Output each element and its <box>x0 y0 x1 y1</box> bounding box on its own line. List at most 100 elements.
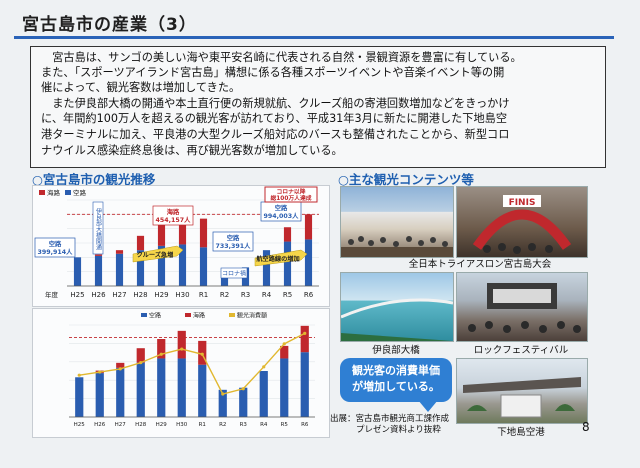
spending-point <box>241 387 245 391</box>
kuko2-annotation-text: 空路 <box>227 233 240 242</box>
x-tick-label: H25 <box>70 291 84 299</box>
corona-annotation-text: コロナ以降 <box>277 188 306 196</box>
cruise-banner-text: クルーズ急増 <box>137 251 174 259</box>
festival-stage-illustration <box>468 283 581 333</box>
kuko3-annotation-text: 994,003人 <box>264 212 300 220</box>
x-tick-label: R3 <box>241 291 250 299</box>
sea-bar <box>280 345 289 359</box>
spending-point <box>98 370 102 374</box>
x-tick-label: R1 <box>199 422 206 428</box>
paragraph-line: に、年間約100万人を超えるの観光客が訪れており、平成31年3月に新たに開港した… <box>41 112 508 125</box>
kuko-annotation-text: 399,914人 <box>38 248 74 256</box>
cruise-banner-arrow <box>132 245 184 263</box>
x-tick-label: R2 <box>219 422 226 428</box>
air-bar <box>198 364 207 417</box>
airline-banner-arrow <box>254 249 308 267</box>
airport-illustration <box>463 377 581 418</box>
callout-line: が増加している。 <box>352 380 440 393</box>
air-bar <box>73 257 82 286</box>
air-bar <box>178 244 187 286</box>
trend-section-heading: ○宮古島市の観光推移 <box>32 172 156 187</box>
sea-bar <box>157 339 166 359</box>
triathlon-caption: 全日本トライアスロン宮古島大会 <box>408 259 552 270</box>
spending-point <box>200 352 204 356</box>
sea-bar <box>116 362 125 368</box>
corona-annotation-box <box>264 186 318 203</box>
paragraph-line: ナウイルス感染症終息後は、再び観光客数が増加している。 <box>41 144 343 157</box>
spending-trend-chart: H25 H26 H27 H28 H29 H30 R1 R2 R3 R4 R5 R6 空路 海路 観光消費額 <box>69 312 315 428</box>
air-bar <box>300 352 309 417</box>
x-tick-label: H30 <box>176 422 188 428</box>
air-bar <box>199 247 208 286</box>
paragraph-line: 港ターミナルに加え、平良港の大型クルーズ船対応のバースも整備されたことから、新型… <box>41 128 510 141</box>
air-bar <box>116 367 125 417</box>
x-tick-label: R4 <box>260 422 268 428</box>
x-tick-label: R6 <box>301 422 309 428</box>
x-tick-label: H29 <box>156 422 168 428</box>
air-bar <box>115 253 124 286</box>
kuko-annotation-box <box>34 237 76 258</box>
spending-point <box>159 352 163 356</box>
x-tick-label: R2 <box>220 291 229 299</box>
airline-banner-text: 航空路線の増加 <box>256 255 299 263</box>
legend-label: 空路 <box>149 312 161 320</box>
air-bar <box>157 358 166 417</box>
sea-bar <box>136 235 145 251</box>
sea-bar <box>136 348 145 363</box>
source-line: プレゼン資料より抜粋 <box>356 425 441 435</box>
sea-bar <box>94 254 103 256</box>
spending-point <box>77 373 81 377</box>
source-line: 出展：宮古島市観光商工課作成 <box>330 414 450 424</box>
spending-point <box>118 367 122 371</box>
air-bar <box>157 245 166 286</box>
finish-banner-text: FINIS <box>509 198 536 208</box>
spending-trend-chart-panel: H25 H26 H27 H28 H29 H30 R1 R2 R3 R4 R5 R6 空路 海路 観光消費額 <box>32 308 330 438</box>
x-tick-label: H25 <box>74 422 86 428</box>
kaiso-annotation-text: 454,157人 <box>156 216 192 224</box>
paragraph-line: 宮古島は、サンゴの美しい海や東平安名崎に代表される自然・景観資源を豊富に有してい… <box>41 51 522 64</box>
kuko-annotation-text: 空路 <box>49 239 62 248</box>
corona-annotation-text: 総100万人達成 <box>270 194 311 202</box>
spending-point <box>180 347 184 351</box>
air-bar <box>280 358 289 417</box>
x-tick-label: R6 <box>304 291 314 299</box>
legend-swatch-sea <box>39 190 45 195</box>
rock-festival-caption: ロックフェスティバル <box>473 345 569 356</box>
x-tick-label: R3 <box>240 422 248 428</box>
bridge-note-text: 伊良部大橋開通 <box>95 207 102 251</box>
legend-label-sea: 海路 <box>47 188 61 197</box>
air-bar <box>239 387 248 417</box>
x-tick-label: H26 <box>91 291 106 299</box>
visitor-trend-chart-panel: H25 H26 H27 H28 H29 H30 R1 R2 R3 R4 R5 R6 年度 海路 空路 伊良部大… <box>32 185 330 307</box>
air-bar <box>95 373 104 417</box>
x-tick-label: H28 <box>133 291 147 299</box>
x-tick-label: R4 <box>262 291 272 299</box>
x-tick-label: R5 <box>283 291 292 299</box>
spending-point <box>303 331 307 335</box>
air-bar <box>75 377 84 417</box>
callout-tail <box>418 400 438 412</box>
description-box: 宮古島は、サンゴの美しい海や東平安名崎に代表される自然・景観資源を豊富に有してい… <box>30 46 606 168</box>
air-bar <box>304 239 313 286</box>
kaiso-annotation-box <box>152 205 194 226</box>
legend-swatch-air <box>65 190 71 195</box>
sea-bar <box>115 250 124 254</box>
x-tick-label: H29 <box>154 291 168 299</box>
x-tick-label: H28 <box>135 422 147 428</box>
x-axis-label: 年度 <box>45 290 59 299</box>
sea-bar <box>304 214 313 240</box>
spending-line <box>79 332 306 395</box>
callout-line: 観光客の消費単価 <box>352 364 440 377</box>
irabu-bridge-photo <box>340 272 454 342</box>
sea-bar <box>177 330 186 359</box>
x-tick-label: H27 <box>112 291 126 299</box>
kuko3-annotation-text: 空路 <box>275 203 288 212</box>
sea-bar <box>300 325 309 353</box>
legend-label-air: 空路 <box>73 188 87 197</box>
bridge-illustration <box>341 298 453 341</box>
spending-callout: 観光客の消費単価 が増加している。 <box>340 358 452 402</box>
shimojishima-airport-photo <box>456 358 588 424</box>
sea-bar <box>157 224 166 246</box>
rock-festival-photo <box>456 272 588 342</box>
